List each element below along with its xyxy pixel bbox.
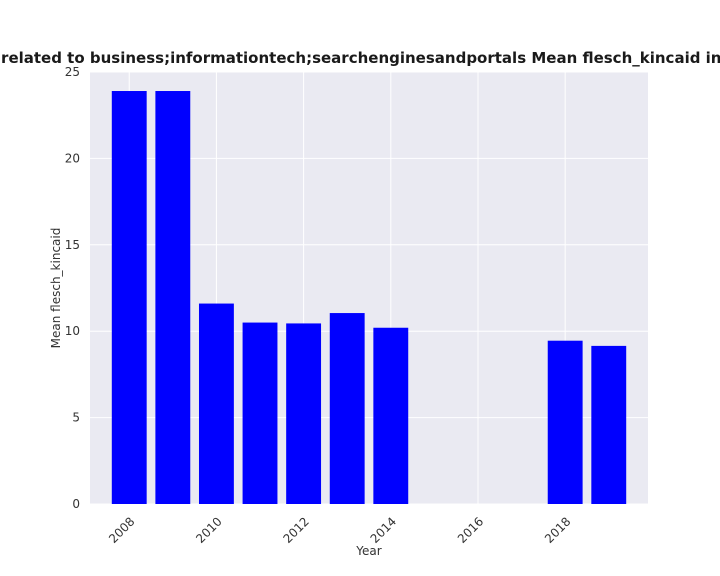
x-axis-ticks: 2008 2010 2012 2014 2016 2018 <box>106 514 573 545</box>
y-axis-label: Mean flesch_kincaid <box>49 228 63 349</box>
y-tick-label: 5 <box>72 411 80 425</box>
y-tick-label: 15 <box>65 238 80 252</box>
bar-2012 <box>286 323 322 504</box>
bar-2011 <box>242 322 278 504</box>
bars <box>111 91 627 505</box>
x-tick-label: 2010 <box>193 514 224 545</box>
y-tick-label: 0 <box>72 497 80 511</box>
bar-2019 <box>591 345 627 504</box>
x-tick-label: 2016 <box>455 514 486 545</box>
bar-2009 <box>155 91 191 505</box>
x-tick-label: 2012 <box>280 514 311 545</box>
bar-2013 <box>329 313 365 504</box>
bar-2018 <box>547 340 583 504</box>
x-axis-label: Year <box>355 544 381 558</box>
x-tick-label: 2018 <box>542 514 573 545</box>
bar-2008 <box>111 91 147 505</box>
bar-2014 <box>373 327 409 504</box>
y-tick-label: 25 <box>65 65 80 79</box>
x-tick-label: 2014 <box>368 514 399 545</box>
y-axis-ticks: 0 5 10 15 20 25 <box>65 65 80 511</box>
bar-2010 <box>198 303 234 504</box>
x-tick-label: 2008 <box>106 514 137 545</box>
y-tick-label: 20 <box>65 151 80 165</box>
chart-title: are related to business;informationtech;… <box>0 49 720 67</box>
y-tick-label: 10 <box>65 324 80 338</box>
